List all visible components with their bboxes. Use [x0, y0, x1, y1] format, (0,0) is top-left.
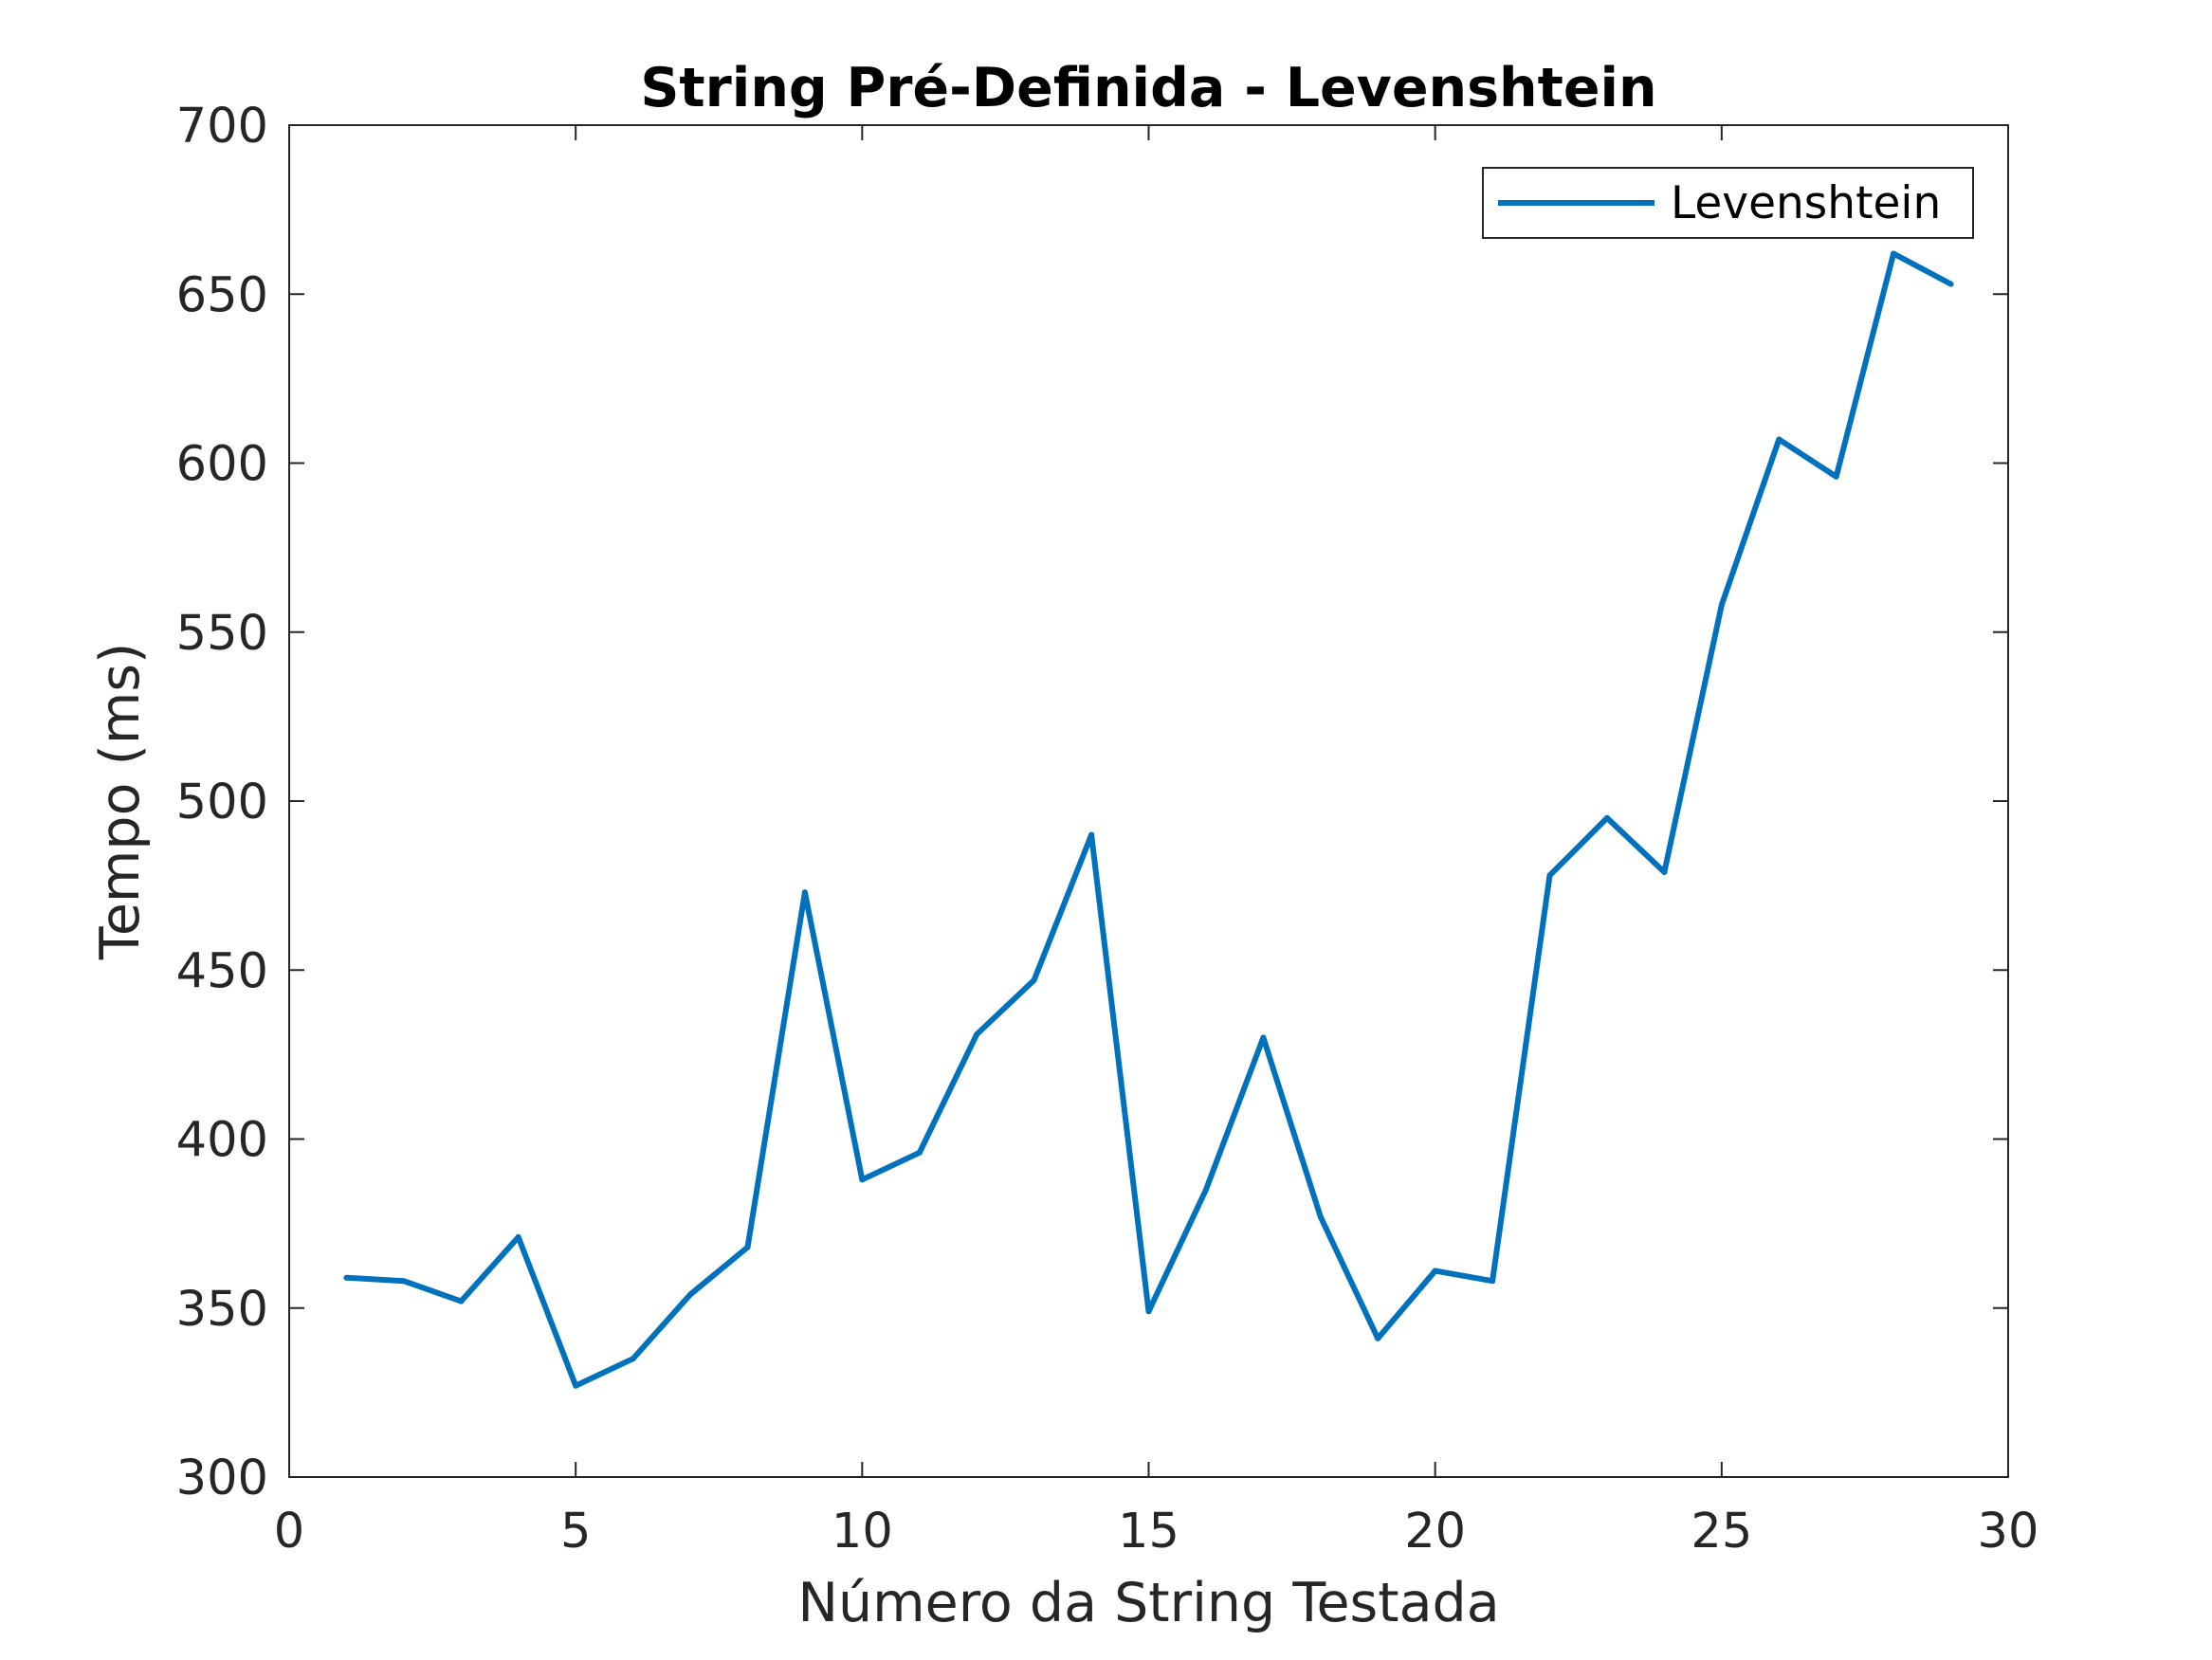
data-point — [1718, 602, 1725, 609]
legend: Levenshtein — [1482, 167, 1974, 239]
data-point — [1088, 831, 1095, 838]
data-point — [1375, 1335, 1381, 1341]
data-point — [801, 889, 808, 896]
ticks-layer: 0 5 10 15 20 25 30 300 350 400 450 500 550 600 650 700 — [176, 99, 2039, 1560]
series-layer — [343, 250, 1954, 1389]
y-tick-label: 350 — [176, 1282, 268, 1338]
data-point — [1432, 1268, 1438, 1274]
x-tick-label: 5 — [560, 1504, 591, 1560]
data-point — [1031, 976, 1037, 983]
data-point — [400, 1278, 407, 1285]
data-point — [1145, 1308, 1152, 1315]
x-tick-label: 0 — [274, 1504, 304, 1560]
y-tick-label: 300 — [176, 1450, 268, 1506]
data-point — [458, 1298, 465, 1304]
legend-label: Levenshtein — [1671, 177, 1941, 229]
x-tick-label: 20 — [1404, 1504, 1466, 1560]
data-point — [1891, 250, 1897, 257]
data-point — [1260, 1034, 1267, 1041]
x-tick-label: 25 — [1691, 1504, 1752, 1560]
axes-frame — [288, 124, 2009, 1478]
x-tick-label: 15 — [1118, 1504, 1179, 1560]
data-point — [859, 1177, 866, 1183]
data-point — [1661, 868, 1668, 875]
y-axis-title: Tempo (ms) — [89, 643, 152, 961]
x-tick-label: 10 — [832, 1504, 893, 1560]
data-point — [1490, 1278, 1496, 1285]
data-point — [343, 1274, 350, 1281]
y-tick-label: 600 — [176, 437, 268, 493]
data-point — [916, 1149, 923, 1156]
chart-title: String Pré-Definida - Levenshtein — [640, 57, 1656, 119]
y-tick-label: 400 — [176, 1113, 268, 1169]
data-point — [1833, 473, 1839, 480]
plot-area — [289, 125, 2008, 1477]
y-tick-label: 450 — [176, 943, 268, 999]
data-point — [1202, 1187, 1209, 1193]
y-tick-label: 700 — [176, 99, 268, 155]
data-point — [1604, 814, 1610, 821]
data-point — [1546, 872, 1553, 879]
data-point — [1776, 436, 1782, 443]
data-point — [630, 1356, 636, 1362]
data-point — [515, 1233, 521, 1240]
data-point — [1947, 281, 1954, 287]
y-tick-label: 650 — [176, 267, 268, 323]
data-point — [687, 1291, 693, 1298]
x-tick-label: 30 — [1978, 1504, 2039, 1560]
x-axis-title: Número da String Testada — [797, 1572, 1499, 1634]
y-tick-label: 550 — [176, 606, 268, 662]
data-point — [573, 1382, 579, 1389]
data-point — [1317, 1213, 1324, 1220]
data-point — [974, 1031, 980, 1037]
y-tick-label: 500 — [176, 775, 268, 830]
data-point — [744, 1244, 751, 1250]
